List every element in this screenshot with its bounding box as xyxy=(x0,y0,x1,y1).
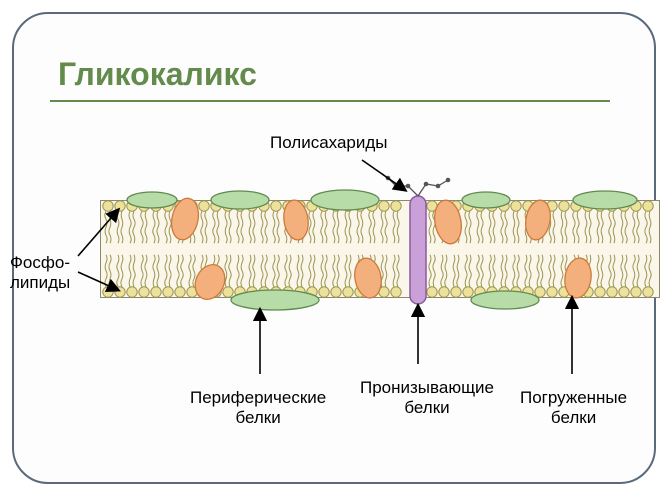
label-embedded-proteins: Погруженные белки xyxy=(520,388,627,429)
membrane-background xyxy=(100,200,660,298)
label-phospholipids: Фосфо- липиды xyxy=(10,253,70,294)
label-peripheral-proteins: Периферические белки xyxy=(190,388,326,429)
title-underline xyxy=(50,100,610,102)
label-transmembrane-proteins: Пронизывающие белки xyxy=(360,378,494,419)
page-title: Гликокаликс xyxy=(58,56,257,93)
label-polysaccharides: Полисахариды xyxy=(270,133,388,153)
